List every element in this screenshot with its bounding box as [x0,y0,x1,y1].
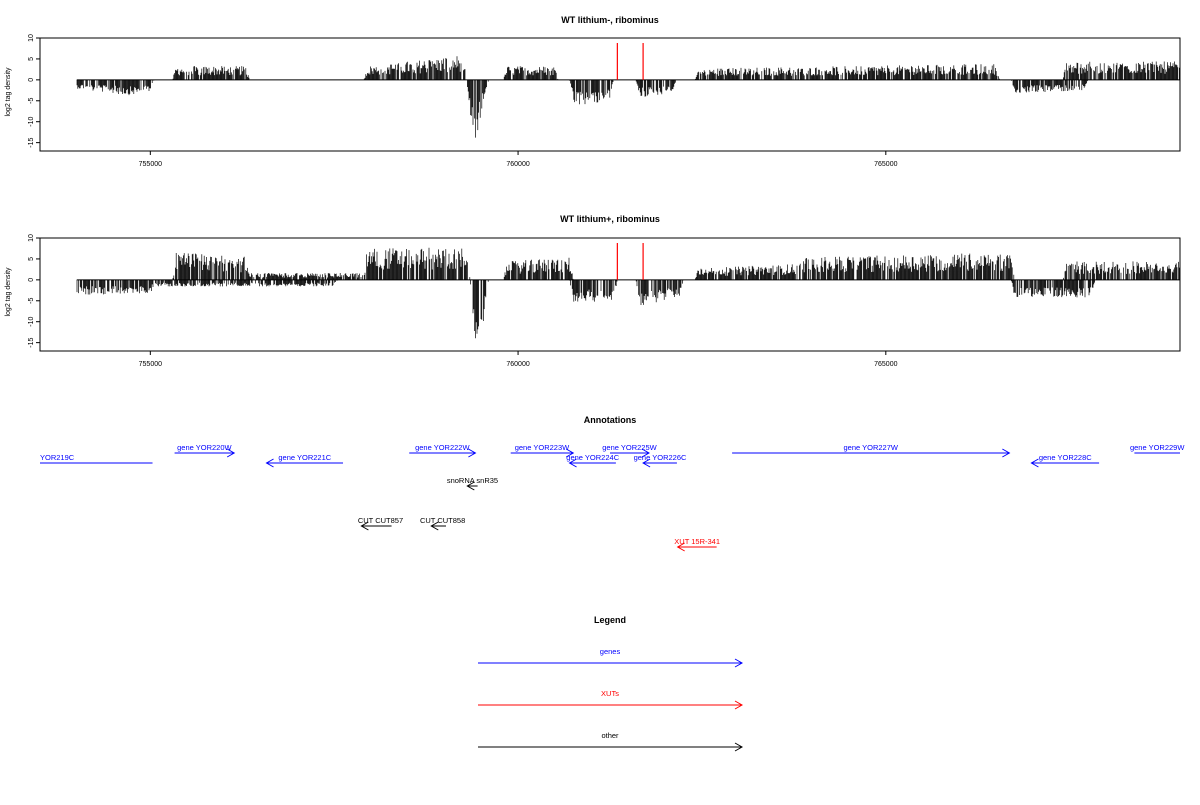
y-tick-label: -15 [28,137,35,147]
gene-feature: gene YOR220W [174,443,236,458]
arrow-head [468,448,477,458]
feature-label: gene YOR222W [415,443,470,452]
arrow-head [642,458,651,468]
legend-label: other [601,731,619,740]
feature-label: gene YOR227W [843,443,898,452]
arrow-head [565,448,575,458]
reverse-strand-bars [76,279,1096,339]
feature-label: CUT CUT858 [420,516,465,525]
arrow-head [360,521,369,531]
y-tick-label: 5 [28,57,35,61]
feature-label: gene YOR225W [602,443,657,452]
annotations-track: YOR219C gene YOR220W gene YOR221C gene YOR2… [40,443,1185,552]
y-tick-label: -5 [28,298,35,304]
y-tick-label: 0 [28,78,35,82]
legend-arrow [734,658,744,668]
xut-feature: XUT 15R-341 [674,537,720,552]
panel-2-ylabel: log2 tag density [5,267,12,317]
y-tick-label: 0 [28,278,35,282]
x-tick-label: 765000 [874,361,897,368]
plot-frame [39,237,1181,352]
reverse-strand-bars [76,79,1088,138]
other-feature: snoRNA snR35 [447,476,498,491]
y-tick-label: 10 [28,234,35,242]
y-tick-label: -5 [28,98,35,104]
annotations-title: Annotations [584,415,637,425]
gene-feature: gene YOR228C [1030,453,1100,468]
feature-label: gene YOR221C [278,453,331,462]
panel-1-ylabel: log2 tag density [5,67,12,117]
gene-feature: YOR219C [40,453,153,464]
feature-label: gene YOR226C [634,453,687,462]
y-tick-label: -10 [28,117,35,127]
feature-label: gene YOR229W [1130,443,1185,452]
arrow-head [430,521,439,531]
legend-title: Legend [594,615,626,625]
y-tick-label: 5 [28,257,35,261]
x-tick-label: 755000 [139,161,162,168]
y-tick-label: -10 [28,317,35,327]
arrow-head [1030,458,1039,468]
other-feature: CUT CUT858 [420,516,465,531]
legend-arrow [734,700,744,710]
gene-feature: gene YOR221C [265,453,344,468]
arrow-head [1002,448,1011,458]
other-feature: CUT CUT857 [358,516,403,531]
x-tick-label: 760000 [506,161,529,168]
gene-feature: gene YOR223W [510,443,575,458]
x-tick-label: 755000 [139,361,162,368]
feature-label: YOR219C [40,453,75,462]
legend-entry: XUTs [478,689,744,710]
panel-2: 10 5 0 -5 -10 -15 755000 760000 765000 [28,234,1181,368]
gene-feature: gene YOR229W [1130,443,1185,454]
panel-1-title: WT lithium-, ribominus [561,15,659,25]
y-tick-label: -15 [28,337,35,347]
legend-label: genes [600,647,621,656]
gene-feature: gene YOR226C [634,453,687,468]
gene-feature: gene YOR227W [732,443,1011,458]
panel-1: 10 5 0 -5 -10 -15 755000 760000 765000 [28,34,1181,168]
feature-label: gene YOR220W [177,443,232,452]
arrow-head [568,458,577,468]
legend-label: XUTs [601,689,619,698]
arrow-head [641,448,650,458]
feature-label: gene YOR228C [1039,453,1092,462]
x-tick-label: 765000 [874,161,897,168]
legend-entry: genes [478,647,744,668]
legend-entry: other [478,731,744,752]
arrow-head [676,542,685,552]
arrow-head [265,458,274,468]
forward-strand-bars [172,247,1180,280]
gene-feature: gene YOR224C [566,453,620,468]
feature-label: CUT CUT857 [358,516,403,525]
feature-label: gene YOR223W [515,443,570,452]
arrow-head [226,448,236,458]
y-tick-label: 10 [28,34,35,42]
panel-2-title: WT lithium+, ribominus [560,214,660,224]
gene-feature: gene YOR225W [602,443,658,458]
gene-feature: gene YOR222W [409,443,477,458]
feature-label: gene YOR224C [566,453,619,462]
arrow-head [466,481,475,491]
plot-frame [39,37,1181,152]
x-tick-label: 760000 [506,361,529,368]
feature-label: XUT 15R-341 [674,537,720,546]
forward-strand-bars [172,56,1180,80]
legend-arrow [734,742,744,752]
legend: genes XUTs other [478,647,744,752]
feature-label: snoRNA snR35 [447,476,498,485]
